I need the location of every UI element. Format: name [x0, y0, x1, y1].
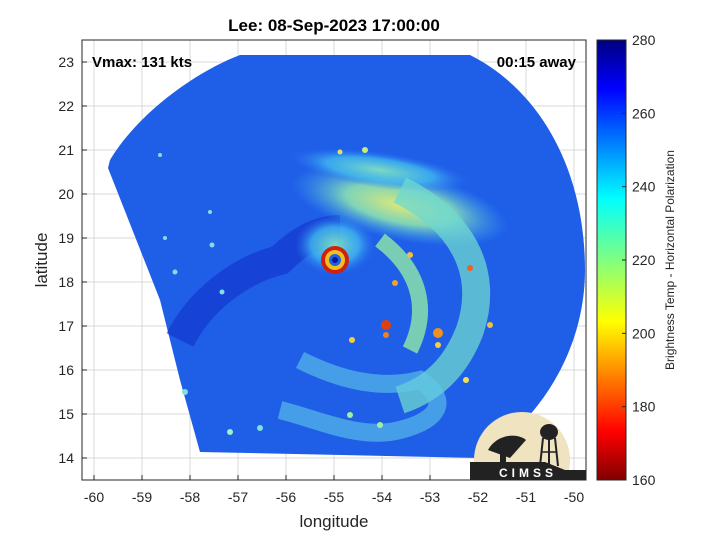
vmax-label: Vmax: 131 kts: [92, 54, 192, 71]
y-axis-label: latitude: [32, 233, 51, 288]
y-tick-label: 20: [58, 186, 74, 202]
x-tick-label: -51: [516, 489, 536, 505]
colorbar: 160 180 200 220 240 260 280 Brightness Temp - …: [596, 32, 677, 488]
y-tick-label: 14: [58, 450, 74, 466]
logo-tower-icon: [539, 424, 559, 467]
chart-title: Lee: 08-Sep-2023 17:00:00: [228, 16, 440, 35]
x-tick-label: -59: [132, 489, 152, 505]
eastern-band-inner: [375, 233, 428, 354]
convective-cells: [158, 147, 493, 435]
x-axis-label: longitude: [299, 512, 368, 531]
cimss-logo: CIMSS: [470, 412, 586, 480]
x-tick-label: -53: [420, 489, 440, 505]
colorbar-ticks: 160 180 200 220 240 260 280: [622, 32, 656, 488]
northern-band-outer: [290, 148, 470, 192]
y-tick-label: 17: [58, 318, 74, 334]
x-tick-label: -50: [564, 489, 584, 505]
colorbar-label: Brightness Temp - Horizontal Polarizatio…: [663, 150, 677, 370]
x-axis: -60 -59 -58 -57 -56 -55 -54 -53 -52 -51 -50: [84, 475, 584, 505]
time-offset-label: 00:15 away: [497, 54, 577, 71]
logo-dish-icon: [488, 435, 526, 458]
y-axis: 14 15 16 17 18 19 20 21 22 23: [58, 54, 87, 466]
colorbar-tick-label: 180: [632, 399, 656, 415]
logo-ground: [470, 462, 586, 480]
y-tick-label: 16: [58, 362, 74, 378]
colorbar-tick-label: 160: [632, 472, 656, 488]
colorbar-gradient: [596, 39, 627, 481]
y-tick-label: 18: [58, 274, 74, 290]
y-tick-label: 19: [58, 230, 74, 246]
x-tick-label: -55: [324, 489, 344, 505]
colorbar-tick-label: 260: [632, 105, 656, 121]
colorbar-tick-label: 220: [632, 252, 656, 268]
eye-center: [332, 257, 338, 263]
y-tick-label: 15: [58, 406, 74, 422]
y-tick-label: 22: [58, 98, 74, 114]
inner-core: [295, 215, 375, 275]
x-tick-label: -58: [180, 489, 200, 505]
satellite-swath: [108, 55, 585, 458]
logo-text: CIMSS: [499, 466, 557, 480]
x-tick-label: -56: [276, 489, 296, 505]
southern-band: [277, 351, 447, 442]
y-tick-label: 21: [58, 142, 74, 158]
colorbar-tick-label: 280: [632, 32, 656, 48]
x-tick-label: -57: [228, 489, 248, 505]
x-tick-label: -54: [372, 489, 392, 505]
x-tick-label: -52: [468, 489, 488, 505]
colorbar-tick-label: 240: [632, 179, 656, 195]
y-tick-label: 23: [58, 54, 74, 70]
x-tick-label: -60: [84, 489, 104, 505]
colorbar-tick-label: 200: [632, 325, 656, 341]
